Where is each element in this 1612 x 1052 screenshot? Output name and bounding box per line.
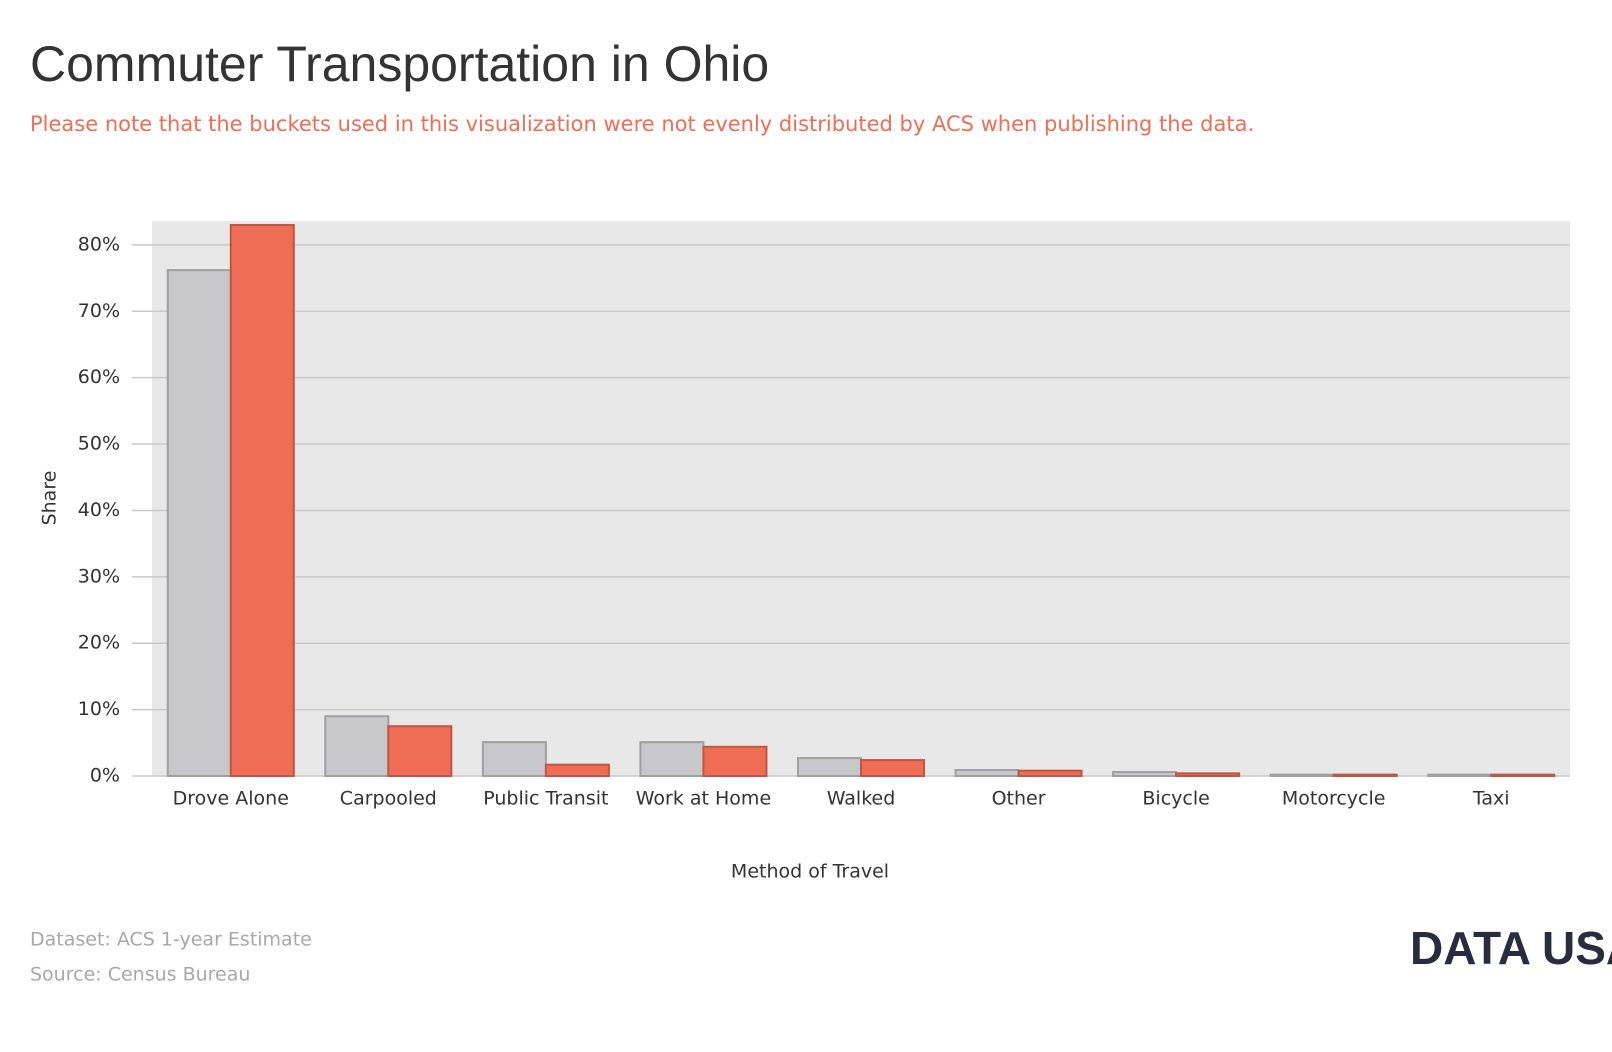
bar [544, 763, 610, 777]
bar [1175, 772, 1241, 777]
x-tick-label: Drove Alone [173, 788, 289, 810]
bar [1269, 773, 1335, 777]
bar [481, 741, 547, 777]
bar [1427, 773, 1493, 777]
y-tick-label: 60% [78, 366, 120, 388]
x-tick-label: Taxi [1472, 788, 1510, 810]
bar [229, 223, 295, 777]
bar [1332, 773, 1398, 777]
bar [1017, 769, 1083, 777]
x-axis-title: Method of Travel [731, 861, 889, 883]
x-tick-label: Walked [827, 788, 896, 810]
y-axis-title: Share [39, 471, 61, 526]
y-tick-label: 0% [90, 765, 120, 787]
y-tick-label: 50% [78, 433, 120, 455]
x-tick-label: Bicycle [1142, 788, 1209, 810]
x-tick-label: Other [992, 788, 1046, 810]
bar [1112, 771, 1178, 777]
logo: DATA USA [1410, 922, 1612, 974]
y-tick-label: 10% [78, 698, 120, 720]
bar [639, 741, 705, 777]
bar [387, 725, 453, 778]
y-tick-label: 70% [78, 300, 120, 322]
footer-dataset: Dataset: ACS 1-year Estimate [30, 929, 312, 951]
chart-subtitle: Please note that the buckets used in thi… [30, 112, 1254, 136]
bar [860, 759, 926, 777]
bar [324, 715, 390, 778]
chart-title: Commuter Transportation in Ohio [30, 36, 769, 92]
x-tick-label: Public Transit [483, 788, 608, 810]
y-tick-label: 20% [78, 632, 120, 654]
x-tick-label: Work at Home [636, 788, 771, 810]
x-tick-label: Carpooled [340, 788, 437, 810]
footer-source: Source: Census Bureau [30, 964, 250, 986]
bar [954, 769, 1020, 778]
y-tick-label: 80% [78, 233, 120, 255]
bar [1490, 773, 1556, 777]
bar [166, 269, 232, 777]
bar [796, 757, 863, 778]
y-tick-label: 30% [78, 565, 120, 587]
logo-stars [1585, 932, 1597, 965]
bar [702, 745, 768, 778]
y-tick-label: 40% [78, 499, 120, 521]
x-tick-label: Motorcycle [1282, 788, 1386, 810]
plot-background [152, 221, 1570, 776]
